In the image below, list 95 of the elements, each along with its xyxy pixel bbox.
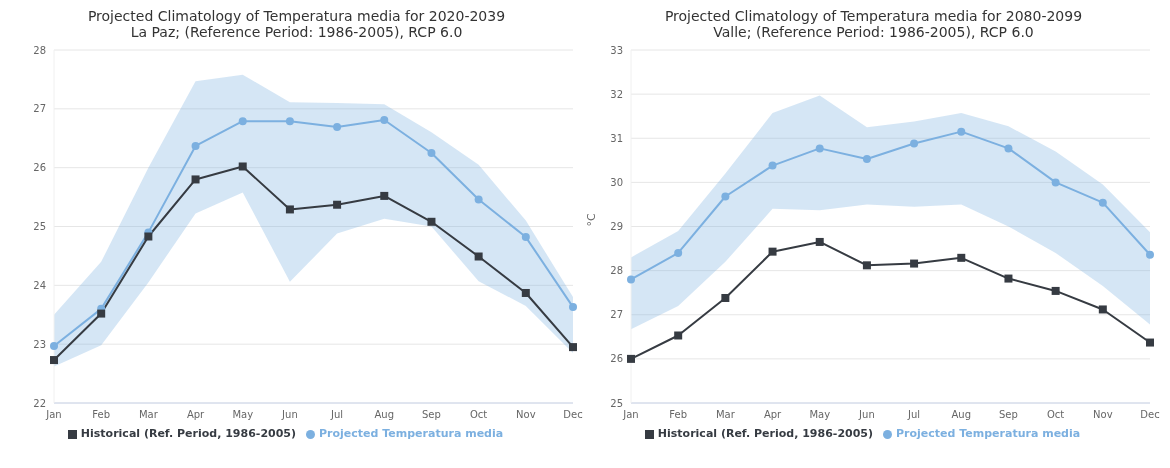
x-tick-label: Apr bbox=[763, 409, 783, 421]
point bbox=[285, 117, 294, 126]
point bbox=[768, 161, 777, 170]
point bbox=[97, 309, 106, 318]
x-tick-label: Feb bbox=[669, 409, 688, 421]
point bbox=[815, 237, 824, 246]
point bbox=[1004, 144, 1013, 153]
x-tick-label: Sep bbox=[999, 409, 1018, 421]
y-tick-label: 27 bbox=[610, 309, 623, 321]
x-tick-label: Dec bbox=[1140, 409, 1160, 421]
x-tick-label: Dec bbox=[563, 409, 583, 421]
point bbox=[957, 127, 966, 136]
chart-subtitle: La Paz; (Reference Period: 1986-2005), RCP 6.0 bbox=[129, 24, 464, 40]
x-tick-label: Oct bbox=[469, 409, 488, 421]
y-tick-label: 28 bbox=[33, 44, 46, 56]
point bbox=[1004, 274, 1013, 283]
point bbox=[50, 341, 58, 350]
point bbox=[569, 303, 577, 312]
point bbox=[1146, 250, 1154, 259]
point bbox=[957, 253, 966, 262]
point bbox=[50, 356, 58, 365]
legend-label: Historical (Ref. Period, 1986-2005) bbox=[80, 427, 297, 440]
point bbox=[862, 154, 871, 163]
point bbox=[521, 233, 530, 242]
x-tick-label: Jan bbox=[622, 409, 639, 421]
point bbox=[627, 275, 635, 284]
x-tick-label: Aug bbox=[951, 409, 972, 421]
point bbox=[768, 247, 777, 256]
x-tick-label: Apr bbox=[186, 409, 206, 421]
y-tick-label: 32 bbox=[610, 88, 623, 100]
x-tick-label: May bbox=[232, 409, 254, 421]
point bbox=[474, 252, 483, 261]
point bbox=[144, 232, 153, 241]
point bbox=[285, 205, 294, 214]
y-tick-label: 27 bbox=[33, 103, 46, 115]
point bbox=[191, 175, 200, 184]
point bbox=[1051, 178, 1060, 187]
x-tick-label: Jan bbox=[45, 409, 62, 421]
point bbox=[380, 191, 389, 200]
x-tick-label: Feb bbox=[92, 409, 111, 421]
point bbox=[721, 293, 730, 302]
point bbox=[427, 217, 436, 226]
x-tick-label: Sep bbox=[422, 409, 441, 421]
y-tick-label: 25 bbox=[610, 397, 623, 409]
point bbox=[1098, 305, 1107, 314]
point bbox=[238, 162, 247, 171]
point bbox=[815, 144, 824, 153]
legend-label: Historical (Ref. Period, 1986-2005) bbox=[657, 427, 874, 440]
y-tick-label: 33 bbox=[610, 44, 623, 56]
point bbox=[191, 141, 200, 150]
point bbox=[427, 148, 436, 157]
y-tick-label: 30 bbox=[610, 176, 623, 188]
point bbox=[674, 248, 683, 257]
point bbox=[333, 200, 342, 209]
x-tick-label: Jun bbox=[858, 409, 875, 421]
x-tick-label: Jul bbox=[907, 409, 921, 421]
y-tick-label: 31 bbox=[610, 132, 623, 144]
point bbox=[333, 123, 342, 132]
x-tick-label: May bbox=[809, 409, 831, 421]
legend-label: Projected Temperatura media bbox=[319, 427, 504, 440]
point bbox=[521, 288, 530, 297]
x-tick-label: Aug bbox=[374, 409, 395, 421]
point bbox=[238, 117, 247, 126]
y-tick-label: 22 bbox=[33, 397, 46, 409]
chart-title: Projected Climatology of Temperatura media for 2020-2039 bbox=[86, 8, 507, 24]
point bbox=[862, 261, 871, 270]
point bbox=[627, 354, 635, 363]
x-tick-label: Nov bbox=[516, 409, 536, 421]
chart-subtitle: Valle; (Reference Period: 1986-2005), RCP 6.0 bbox=[712, 24, 1035, 40]
x-tick-label: Mar bbox=[715, 409, 736, 421]
y-tick-label: 26 bbox=[610, 353, 623, 365]
x-tick-label: Mar bbox=[138, 409, 159, 421]
y-tick-label: 25 bbox=[33, 221, 46, 233]
point bbox=[910, 259, 919, 268]
y-tick-label: 26 bbox=[33, 162, 46, 174]
point bbox=[1051, 286, 1060, 295]
point bbox=[569, 343, 577, 352]
x-tick-label: Oct bbox=[1046, 409, 1065, 421]
y-tick-label: 29 bbox=[610, 221, 623, 233]
chart-title: Projected Climatology of Temperatura media for 2080-2099 bbox=[663, 8, 1084, 24]
x-tick-label: Jun bbox=[281, 409, 298, 421]
point bbox=[1098, 198, 1107, 207]
point bbox=[910, 139, 919, 148]
point bbox=[721, 192, 730, 201]
point bbox=[474, 195, 483, 204]
y-tick-label: 23 bbox=[33, 338, 46, 350]
x-tick-label: Jul bbox=[330, 409, 344, 421]
point bbox=[674, 331, 683, 340]
legend-label: Projected Temperatura media bbox=[896, 427, 1081, 440]
y-axis-title: °C bbox=[584, 213, 598, 227]
y-tick-label: 24 bbox=[33, 279, 46, 291]
point bbox=[1146, 338, 1154, 347]
y-tick-label: 28 bbox=[610, 265, 623, 277]
point bbox=[380, 116, 389, 125]
x-tick-label: Nov bbox=[1093, 409, 1113, 421]
